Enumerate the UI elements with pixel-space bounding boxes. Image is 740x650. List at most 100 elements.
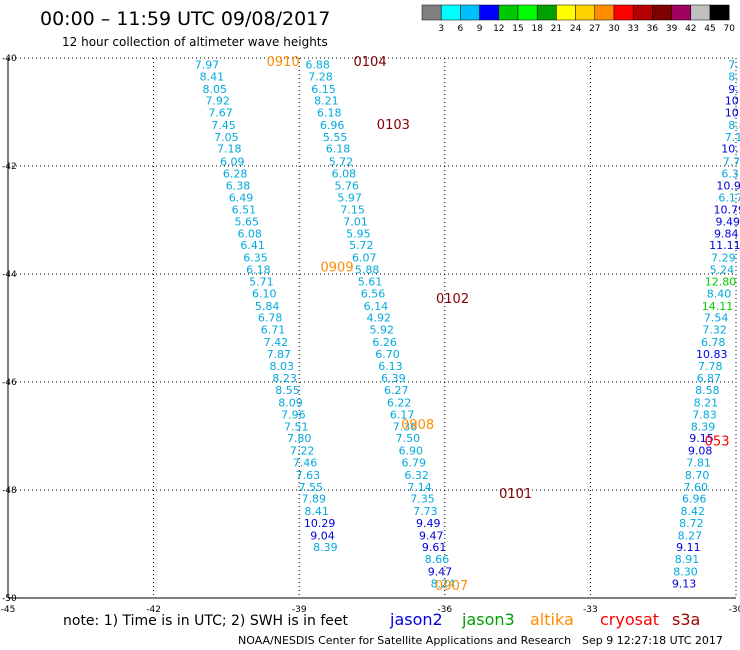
wave-height-value: 6.70 bbox=[375, 348, 400, 361]
legend-item-jason3: jason3 bbox=[461, 610, 515, 629]
wave-height-value: 6.31 bbox=[721, 168, 740, 181]
wave-height-value: 6.78 bbox=[258, 312, 283, 325]
x-tick-label: -45 bbox=[1, 605, 16, 615]
time-label: 0103 bbox=[377, 118, 410, 133]
credit-text: NOAA/NESDIS Center for Satellite Applica… bbox=[238, 634, 571, 647]
wave-height-value: 7.28 bbox=[308, 70, 333, 83]
wave-height-value: 6.41 bbox=[240, 239, 265, 252]
wave-height-value: 6.14 bbox=[364, 300, 389, 313]
wave-height-value: 5.95 bbox=[346, 228, 371, 241]
wave-height-value: 5.88 bbox=[355, 264, 380, 277]
wave-height-value: 7.78 bbox=[698, 360, 723, 373]
wave-height-value: 8.30 bbox=[673, 566, 698, 579]
wave-height-value: 8.55 bbox=[275, 384, 300, 397]
wave-height-value: 5.92 bbox=[369, 324, 394, 337]
wave-height-value: 7.18 bbox=[217, 143, 242, 156]
wave-height-value: 8.21 bbox=[314, 95, 339, 108]
wave-height-value: 6.09 bbox=[220, 156, 245, 169]
x-tick-label: -42 bbox=[146, 605, 161, 615]
wave-height-value: 6.79 bbox=[401, 456, 426, 469]
colorbar-swatch bbox=[517, 4, 538, 21]
wave-height-value: 11.11 bbox=[709, 239, 740, 252]
y-tick-label: -50 bbox=[2, 594, 17, 604]
time-label: 0102 bbox=[436, 292, 469, 307]
time-label: 0101 bbox=[499, 487, 532, 502]
note-text: note: 1) Time is in UTC; 2) SWH is in fe… bbox=[63, 613, 349, 629]
wave-height-value: 6.17 bbox=[718, 191, 740, 204]
wave-height-value: 7.35 bbox=[410, 493, 435, 506]
x-tick-label: -39 bbox=[292, 605, 307, 615]
wave-height-value: 7.32 bbox=[702, 324, 727, 337]
wave-height-value: 6.10 bbox=[252, 287, 277, 300]
colorbar-swatch bbox=[594, 4, 615, 21]
wave-height-value: 6.15 bbox=[311, 83, 336, 96]
wave-height-value: 6.26 bbox=[372, 336, 397, 349]
wave-height-value: 6.08 bbox=[237, 228, 262, 241]
x-tick-label: -30 bbox=[729, 605, 740, 615]
wave-height-value: 10.79 bbox=[713, 204, 740, 217]
colorbar-swatch bbox=[556, 4, 576, 21]
wave-height-value: 8.70 bbox=[685, 469, 710, 482]
wave-height-value: 7.67 bbox=[208, 107, 233, 120]
wave-height-value: 8.66 bbox=[425, 553, 450, 566]
wave-height-value: 8.05 bbox=[203, 83, 228, 96]
wave-height-value: 7.46 bbox=[293, 456, 318, 469]
x-tick-label: -33 bbox=[583, 605, 598, 615]
plot-area: -45 -42 -39 -36 -33 -30 -40 -42 -44 -46 -48 -50 7.97… bbox=[1, 54, 740, 615]
wave-height-value: 12.80 bbox=[705, 276, 737, 289]
wave-height-value: 5.84 bbox=[255, 300, 280, 313]
wave-height-value: 7.89 bbox=[302, 493, 327, 506]
wave-height-value: 7.63 bbox=[296, 469, 321, 482]
wave-height-value: 5.97 bbox=[337, 191, 362, 204]
wave-height-value: 6.27 bbox=[384, 384, 409, 397]
colorbar-label: 27 bbox=[589, 24, 600, 34]
chart-subtitle: 12 hour collection of altimeter wave hei… bbox=[62, 35, 328, 49]
wave-height-value: 9.47 bbox=[428, 566, 453, 579]
colorbar-swatch bbox=[460, 4, 480, 21]
y-tick-label: -42 bbox=[2, 162, 17, 172]
wave-height-value: 6.07 bbox=[352, 251, 377, 264]
colorbar-swatch bbox=[440, 4, 461, 21]
wave-height-value: 6.38 bbox=[226, 179, 251, 192]
time-label: 0907 bbox=[435, 579, 468, 594]
colorbar-label: 24 bbox=[570, 24, 582, 34]
wave-height-value: 8.41 bbox=[200, 70, 225, 83]
wave-height-value: 6.32 bbox=[404, 469, 429, 482]
wave-height-value: 8.21 bbox=[694, 397, 719, 410]
wave-height-value: 8.58 bbox=[695, 384, 720, 397]
wave-height-value: 8.91 bbox=[675, 553, 700, 566]
colorbar-label: 36 bbox=[647, 24, 659, 34]
colorbar-label: 45 bbox=[704, 24, 715, 34]
colorbar-swatch bbox=[498, 4, 519, 21]
wave-height-value: 5.24 bbox=[710, 264, 735, 277]
wave-height-value: 5.72 bbox=[329, 156, 354, 169]
wave-height-value: 8.09 bbox=[278, 397, 303, 410]
wave-height-value: 6.90 bbox=[399, 445, 424, 458]
wave-height-value: 6.18 bbox=[246, 264, 271, 277]
wave-height-value: 7.83 bbox=[692, 408, 717, 421]
y-tick-label: -40 bbox=[2, 54, 17, 64]
y-tick-label: -44 bbox=[2, 270, 17, 280]
wave-height-value: 6.78 bbox=[701, 336, 726, 349]
colorbar-swatch bbox=[421, 4, 442, 21]
wave-height-value: 10.3 bbox=[725, 107, 740, 120]
wave-height-value: 6.35 bbox=[243, 251, 268, 264]
wave-height-value: 7.45 bbox=[211, 119, 236, 132]
wave-height-value: 7.51 bbox=[284, 420, 309, 433]
colorbar-label: 18 bbox=[531, 24, 543, 34]
wave-height-value: 14.11 bbox=[702, 300, 734, 313]
wave-height-value: 6.49 bbox=[229, 191, 254, 204]
wave-height-value: 8.8 bbox=[728, 119, 740, 132]
legend-item-cryosat: cryosat bbox=[600, 610, 659, 629]
timestamp-text: Sep 9 12:27:18 UTC 2017 bbox=[582, 634, 723, 647]
colorbar-label: 21 bbox=[551, 24, 562, 34]
wave-height-value: 4.92 bbox=[367, 312, 392, 325]
colorbar-label: 15 bbox=[512, 24, 523, 34]
colorbar-swatch bbox=[536, 4, 557, 21]
satellite-legend: jason2 jason3 altika cryosat s3a bbox=[389, 610, 700, 629]
wave-height-value: 5.61 bbox=[358, 276, 383, 289]
wave-height-value: 7.42 bbox=[264, 336, 289, 349]
colorbar-label: 30 bbox=[608, 24, 620, 34]
wave-height-value: 9.13 bbox=[672, 577, 697, 590]
